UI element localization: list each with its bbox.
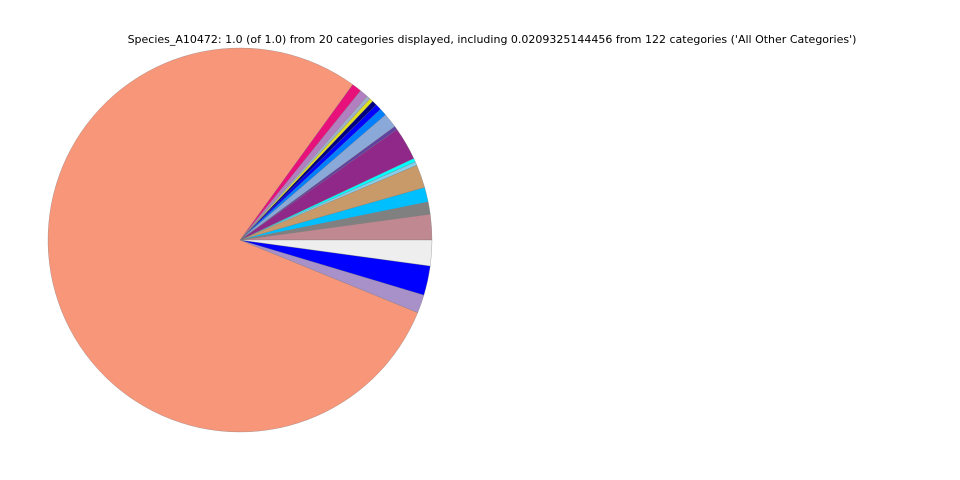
pie-slice-17 bbox=[47, 47, 418, 433]
pie-slice-20 bbox=[239, 239, 433, 267]
chart-title: Species_A10472: 1.0 (of 1.0) from 20 cat… bbox=[127, 33, 857, 46]
